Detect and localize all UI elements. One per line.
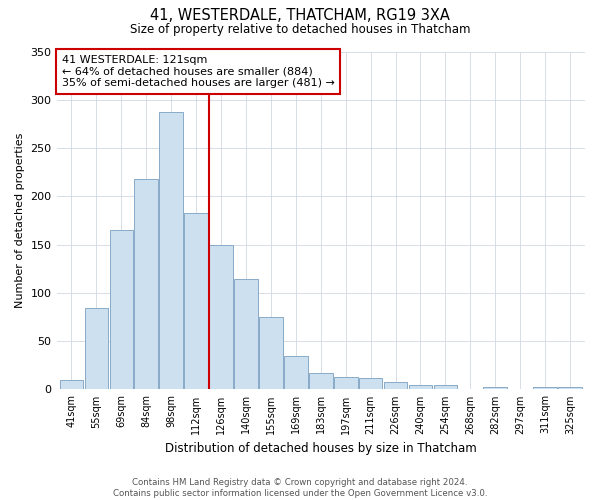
Bar — [434, 384, 457, 390]
Bar — [558, 388, 582, 390]
Bar — [334, 377, 358, 390]
Bar — [110, 230, 133, 390]
Bar — [160, 112, 183, 390]
Bar — [85, 308, 108, 390]
Bar — [359, 378, 382, 390]
Bar — [284, 356, 308, 390]
Bar — [533, 388, 557, 390]
Bar — [134, 179, 158, 390]
Text: 41 WESTERDALE: 121sqm
← 64% of detached houses are smaller (884)
35% of semi-det: 41 WESTERDALE: 121sqm ← 64% of detached … — [62, 55, 335, 88]
Bar — [484, 388, 507, 390]
Bar — [234, 280, 258, 390]
Text: 41, WESTERDALE, THATCHAM, RG19 3XA: 41, WESTERDALE, THATCHAM, RG19 3XA — [150, 8, 450, 22]
Bar — [209, 244, 233, 390]
Bar — [184, 212, 208, 390]
Text: Contains HM Land Registry data © Crown copyright and database right 2024.
Contai: Contains HM Land Registry data © Crown c… — [113, 478, 487, 498]
Text: Size of property relative to detached houses in Thatcham: Size of property relative to detached ho… — [130, 22, 470, 36]
Bar — [259, 317, 283, 390]
Bar — [384, 382, 407, 390]
Y-axis label: Number of detached properties: Number of detached properties — [15, 133, 25, 308]
Bar — [409, 384, 433, 390]
Bar — [59, 380, 83, 390]
X-axis label: Distribution of detached houses by size in Thatcham: Distribution of detached houses by size … — [165, 442, 476, 455]
Bar — [309, 373, 332, 390]
